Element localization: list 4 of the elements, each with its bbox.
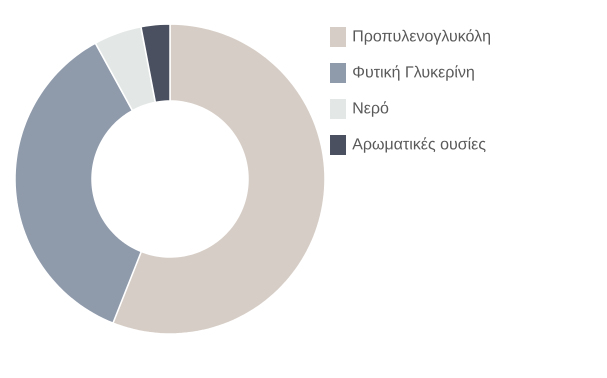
legend-label: Προπυλενογλυκόλη <box>354 29 490 45</box>
legend-label: Φυτική Γλυκερίνη <box>353 65 474 81</box>
legend-label: Αρωματικές ουσίες <box>352 137 486 153</box>
legend-label: Νερό <box>354 101 388 117</box>
